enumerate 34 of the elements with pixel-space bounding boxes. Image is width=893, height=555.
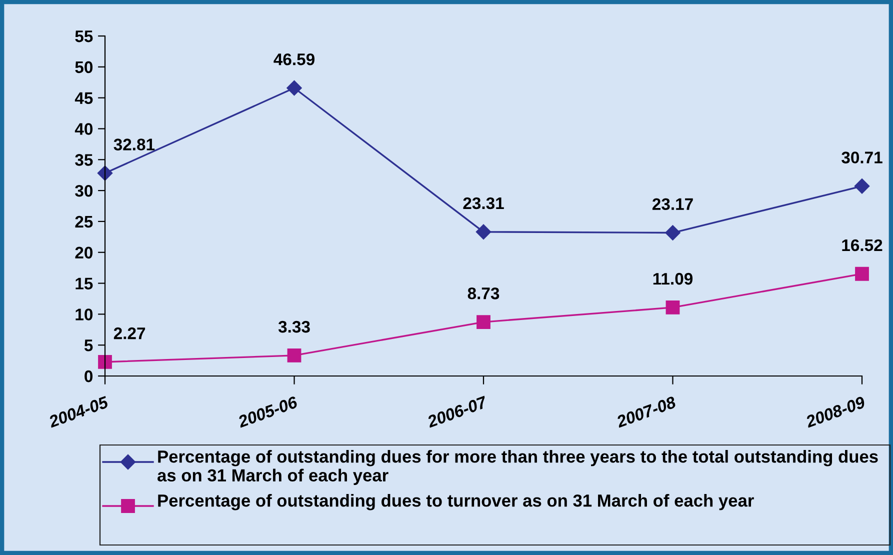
point xyxy=(476,224,492,240)
data-label: 23.31 xyxy=(463,197,504,210)
point xyxy=(666,300,680,314)
y-tick-label: 5 xyxy=(84,340,93,352)
y-tick-label: 10 xyxy=(76,308,93,320)
data-label: 16.52 xyxy=(842,239,882,252)
data-label: 23.17 xyxy=(652,198,693,210)
y-tick-label: 0 xyxy=(84,370,93,382)
data-label: 11.09 xyxy=(653,272,693,285)
y-tick-label: 55 xyxy=(75,30,93,42)
y-tick-label: 30 xyxy=(75,184,93,197)
point xyxy=(286,80,302,96)
point xyxy=(476,315,490,329)
point xyxy=(97,166,113,181)
data-label: 46.59 xyxy=(274,53,314,66)
point xyxy=(854,178,870,194)
legend-label: Percentage of outstanding dues to turnover as on 31 March of each year xyxy=(158,494,754,510)
point xyxy=(287,348,302,362)
y-tick-label: 20 xyxy=(75,246,93,259)
point xyxy=(855,266,869,281)
point xyxy=(98,355,112,369)
data-label: 32.81 xyxy=(114,138,155,150)
data-label: 8.73 xyxy=(468,287,500,300)
y-tick-label: 25 xyxy=(75,216,93,228)
data-label: 30.71 xyxy=(842,152,882,164)
legend-label: Percentage of outstanding dues for more than three years to the total outstanding dues as on 31 March of each year xyxy=(158,450,878,485)
y-tick-label: 35 xyxy=(75,154,93,166)
data-label: 3.33 xyxy=(278,320,310,333)
y-tick-label: 15 xyxy=(76,278,93,290)
y-tick-label: 40 xyxy=(74,123,93,135)
y-tick-label: 45 xyxy=(74,92,93,104)
data-label: 2.27 xyxy=(114,327,146,340)
point xyxy=(665,225,680,240)
y-tick-label: 50 xyxy=(75,61,93,74)
